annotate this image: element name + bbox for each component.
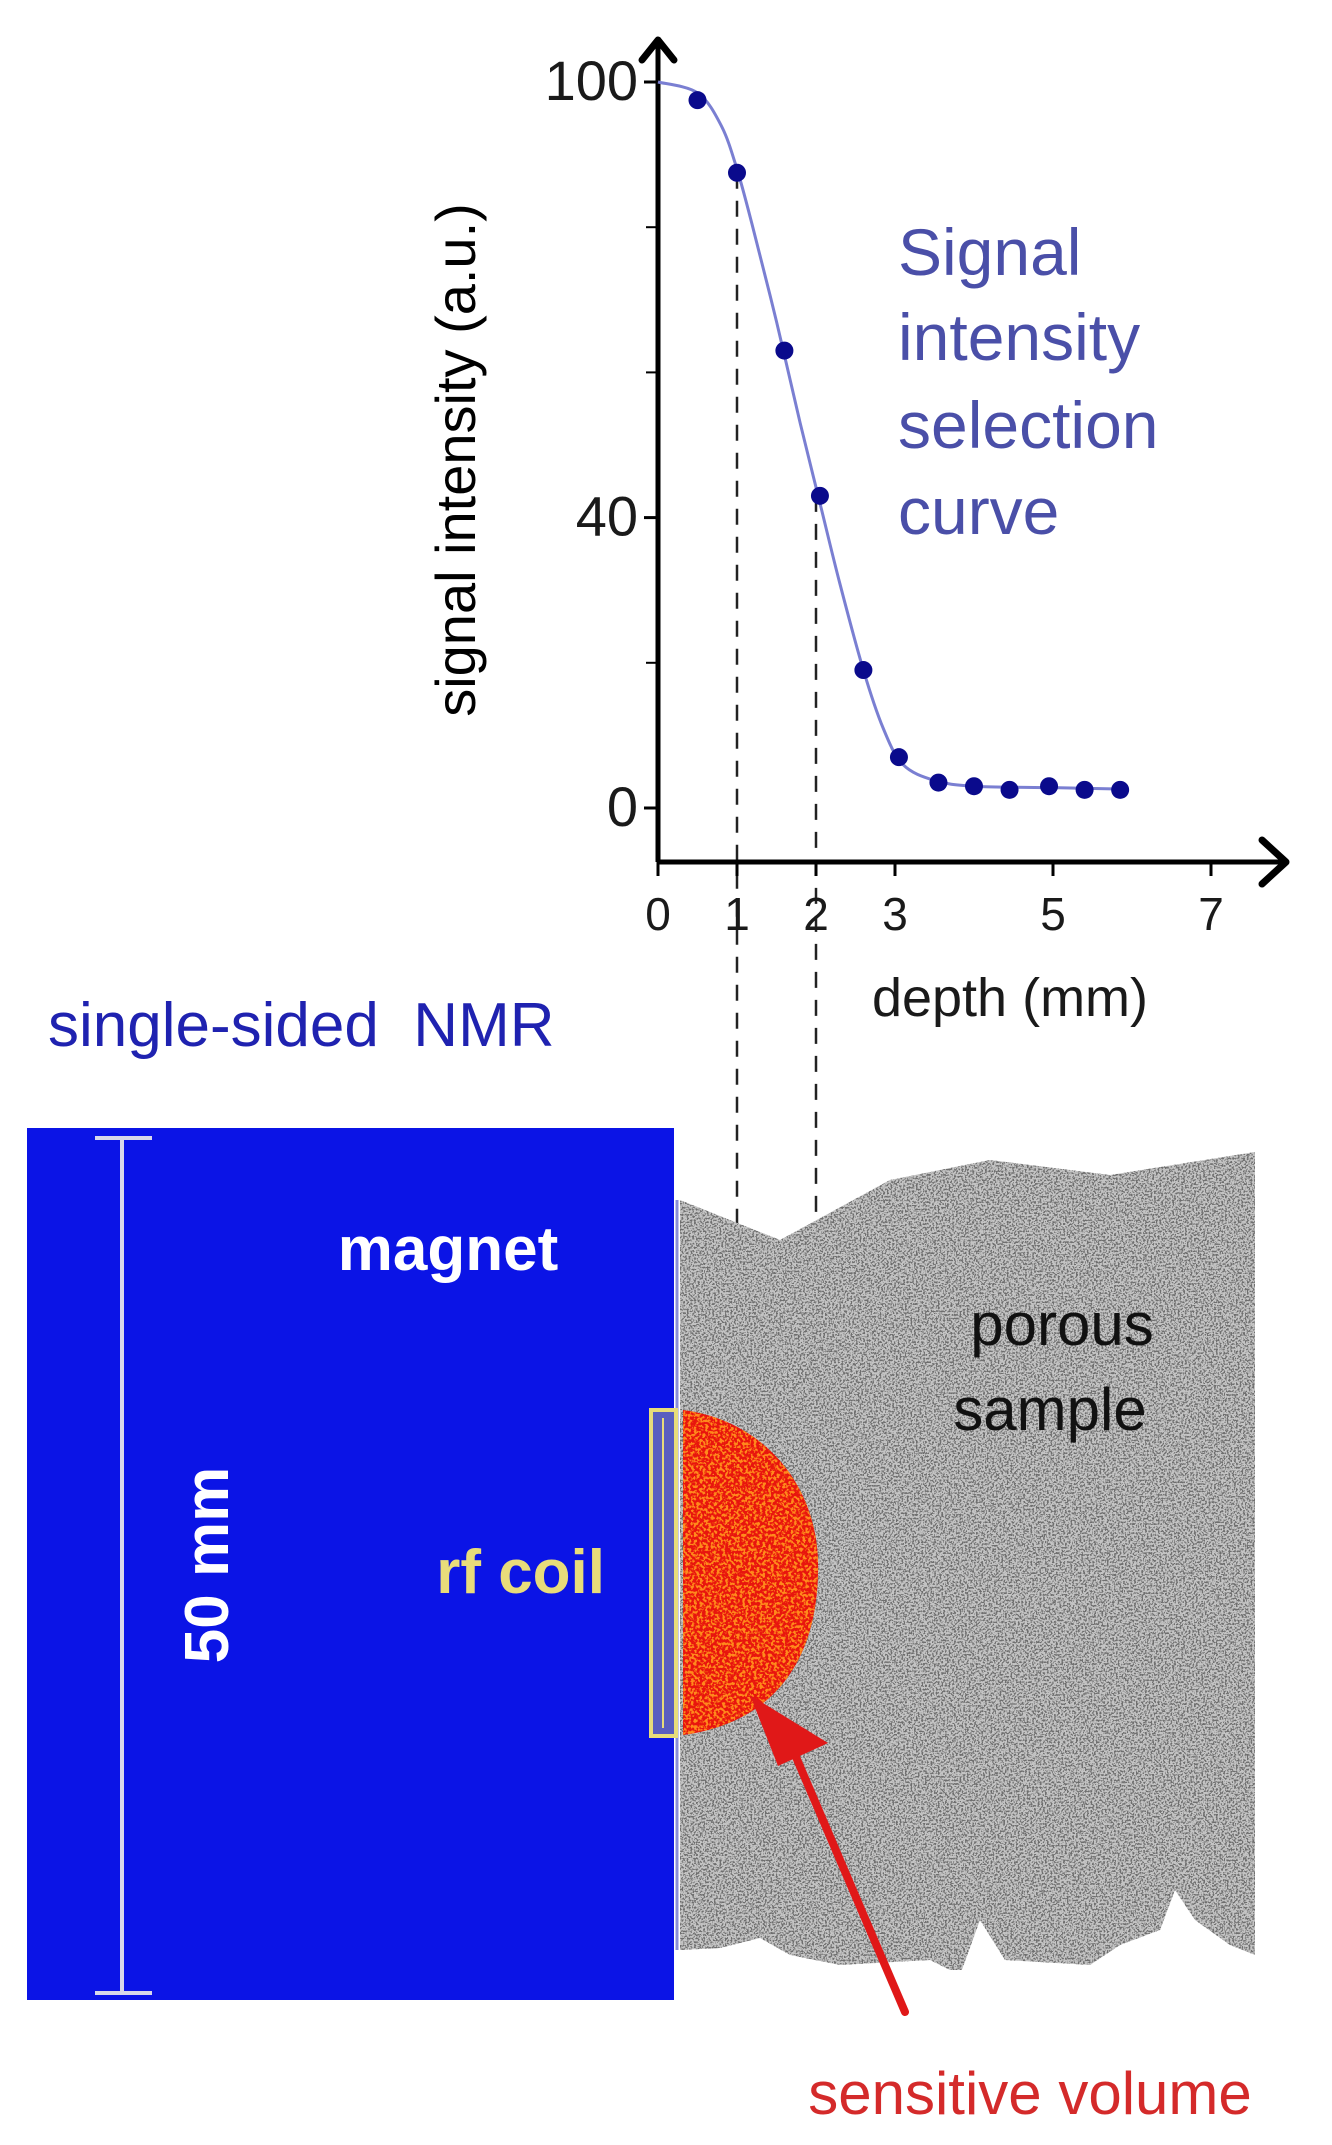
chart-title: Signal intensity selection curve bbox=[898, 215, 1159, 548]
x-axis-label: depth (mm) bbox=[872, 968, 1148, 1028]
porous-sample-label-line-2: sample bbox=[953, 1376, 1146, 1443]
dimension-bar bbox=[95, 1136, 152, 1995]
magnet-label: magnet bbox=[338, 1215, 558, 1284]
porous-sample-label-line-1: porous bbox=[970, 1291, 1153, 1358]
y-axis-arrowhead bbox=[638, 36, 678, 64]
depth-guide-lines bbox=[735, 172, 818, 1240]
chart-title-line-4: curve bbox=[898, 474, 1059, 548]
magnet-block bbox=[27, 1128, 674, 2000]
sensitive-volume-arrow bbox=[750, 1695, 909, 2016]
chart-title-line-1: Signal bbox=[898, 215, 1081, 289]
x-tick-label-5: 7 bbox=[1198, 888, 1224, 940]
data-points bbox=[688, 91, 1130, 799]
rf-coil bbox=[649, 1408, 678, 1738]
y-tick-label-1: 40 bbox=[576, 485, 638, 548]
y-tick-label-2: 100 bbox=[545, 49, 638, 112]
data-point-0 bbox=[688, 91, 707, 110]
sensitive-volume-label: sensitive volume bbox=[808, 2060, 1252, 2127]
x-tick-label-4: 5 bbox=[1040, 888, 1066, 940]
data-point-10 bbox=[1075, 780, 1094, 799]
chart-title-line-3: selection bbox=[898, 388, 1159, 462]
x-tick-label-2: 2 bbox=[803, 888, 829, 940]
data-point-2 bbox=[775, 341, 794, 360]
dimension-label: 50 mm bbox=[173, 1467, 242, 1663]
data-point-9 bbox=[1040, 777, 1059, 796]
x-tick-marks: 0 1 2 3 5 7 bbox=[645, 862, 1224, 940]
data-point-6 bbox=[929, 773, 948, 792]
data-point-8 bbox=[1000, 780, 1019, 799]
data-point-7 bbox=[965, 777, 983, 796]
y-tick-label-0: 0 bbox=[607, 775, 638, 838]
data-point-11 bbox=[1111, 780, 1130, 799]
data-point-4 bbox=[854, 661, 873, 680]
selection-curve bbox=[657, 80, 1125, 791]
y-axis-label: signal intensity (a.u.) bbox=[424, 203, 487, 717]
x-tick-label-1: 1 bbox=[724, 888, 750, 940]
rf-coil-label: rf coil bbox=[436, 1538, 605, 1607]
x-tick-label-0: 0 bbox=[645, 888, 671, 940]
x-axis-arrowhead bbox=[1258, 836, 1290, 888]
y-tick-marks: 0 40 100 bbox=[545, 49, 658, 838]
single-sided-nmr-label: single-sided NMR bbox=[48, 991, 555, 1060]
signal-selection-chart: 0 1 2 3 5 7 0 40 100 signal intensity (a.u.) de… bbox=[424, 36, 1290, 1240]
data-point-1 bbox=[728, 163, 746, 182]
data-point-3 bbox=[810, 486, 829, 505]
chart-title-line-2: intensity bbox=[898, 300, 1140, 374]
data-point-5 bbox=[889, 748, 908, 767]
x-tick-label-3: 3 bbox=[882, 888, 908, 940]
